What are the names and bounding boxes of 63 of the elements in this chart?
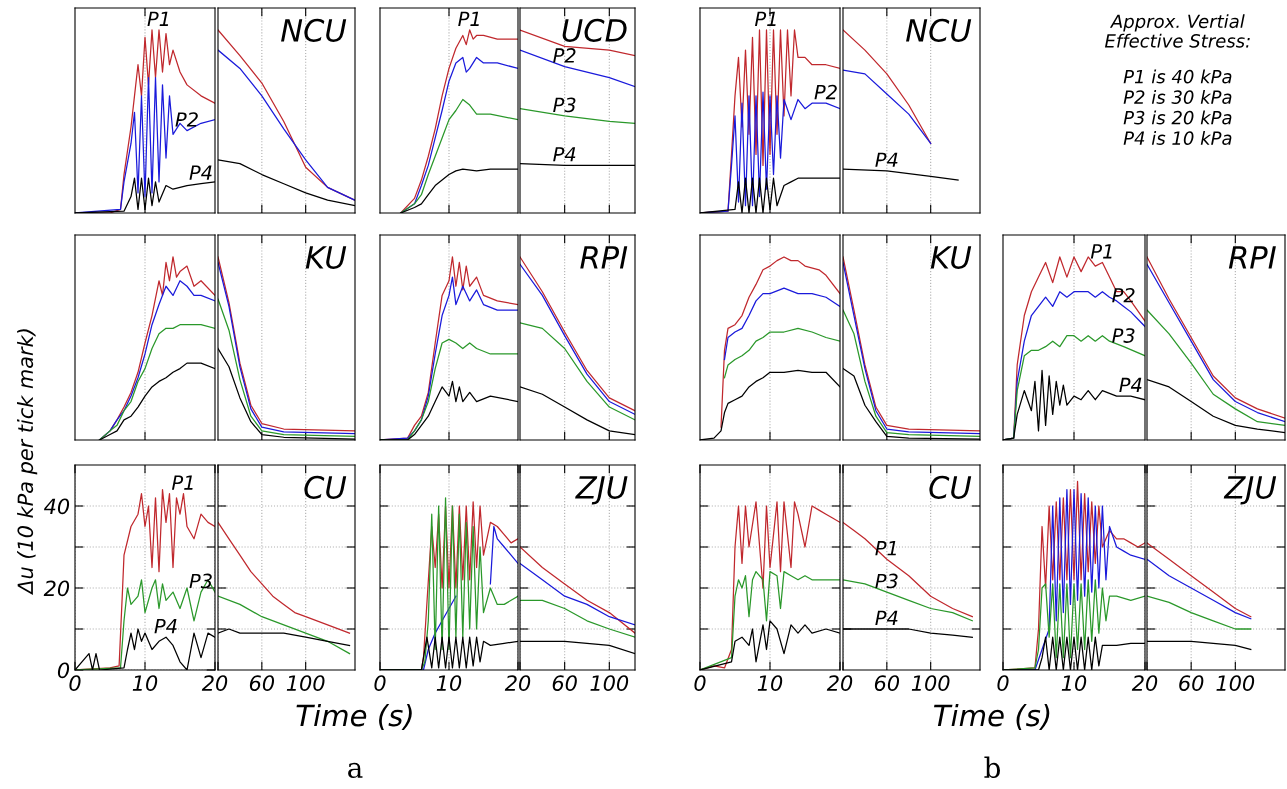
annotation: P3 xyxy=(875,573,898,589)
x-tick-label: 60 xyxy=(249,675,275,691)
annotation: P1 xyxy=(147,11,169,26)
x-tick-label: 20 xyxy=(826,675,853,691)
annotation: P4 xyxy=(1119,377,1142,393)
x-tick-label: 100 xyxy=(1216,675,1255,691)
chart-title: CU xyxy=(929,475,972,499)
annotation: P2 xyxy=(814,84,837,100)
chart-title: UCD xyxy=(562,18,627,42)
text: b xyxy=(984,756,1000,779)
text: Approx. Vertial Effective Stress: xyxy=(1104,14,1250,48)
y-tick-label: 20 xyxy=(43,580,70,597)
text: P3 is 20 kPa xyxy=(1123,110,1232,125)
chart-title: NCU xyxy=(281,18,347,42)
x-tick-label: 60 xyxy=(1179,675,1204,691)
annotation: P3 xyxy=(189,573,212,589)
x-tick-label: 100 xyxy=(590,675,629,691)
text: a xyxy=(348,762,363,779)
y-tick-label: 0 xyxy=(57,662,70,679)
annotation: P3 xyxy=(553,97,576,113)
annotation: P1 xyxy=(754,11,776,26)
x-tick-label: 10 xyxy=(132,675,158,691)
x-tick-label: 20 xyxy=(201,675,228,691)
annotation: P1 xyxy=(1090,244,1112,259)
x-tick-label: 60 xyxy=(874,675,900,691)
x-tick-label: 10 xyxy=(436,675,462,691)
annotation: P3 xyxy=(1112,328,1135,343)
x-tick-label: 20 xyxy=(1131,675,1158,691)
annotation: P2 xyxy=(553,48,576,63)
chart-title: RPI xyxy=(1228,246,1276,269)
x-axis-title: Time (s) xyxy=(934,703,1050,730)
text: P1 is 40 kPa xyxy=(1123,69,1232,84)
x-tick-label: 0 xyxy=(694,675,706,691)
chart-title: ZJU xyxy=(575,476,628,505)
annotation: P1 xyxy=(458,11,479,26)
text: P2 is 30 kPa xyxy=(1123,90,1232,104)
chart-title: RPI xyxy=(580,246,628,269)
chart-title: CU xyxy=(304,475,347,499)
x-tick-label: 0 xyxy=(374,675,386,691)
annotation: P1 xyxy=(875,541,896,556)
text: P4 is 10 kPa xyxy=(1123,131,1232,145)
x-tick-label: 0 xyxy=(69,675,81,691)
x-tick-label: 100 xyxy=(286,675,325,691)
annotation: P4 xyxy=(154,618,177,634)
chart-title: KU xyxy=(930,246,972,269)
x-tick-label: 10 xyxy=(757,675,783,691)
x-tick-label: 100 xyxy=(911,675,950,691)
annotation: P2 xyxy=(175,112,198,127)
x-tick-label: 0 xyxy=(997,675,1009,691)
x-tick-label: 10 xyxy=(1061,675,1087,691)
x-axis-title: Time (s) xyxy=(296,703,412,730)
x-tick-label: 20 xyxy=(504,675,531,691)
y-tick-label: 40 xyxy=(44,498,70,515)
x-tick-label: 60 xyxy=(552,675,577,691)
chart-title: NCU xyxy=(906,18,972,42)
chart-title: KU xyxy=(305,246,347,269)
annotation: P4 xyxy=(875,610,898,625)
y-axis-title: Δu (10 kPa per tick mark) xyxy=(17,329,38,596)
annotation: P4 xyxy=(189,165,212,180)
annotation: P4 xyxy=(875,152,898,167)
annotation: P1 xyxy=(171,475,193,490)
chart-title: ZJU xyxy=(1223,476,1277,505)
annotation: P4 xyxy=(553,147,576,162)
